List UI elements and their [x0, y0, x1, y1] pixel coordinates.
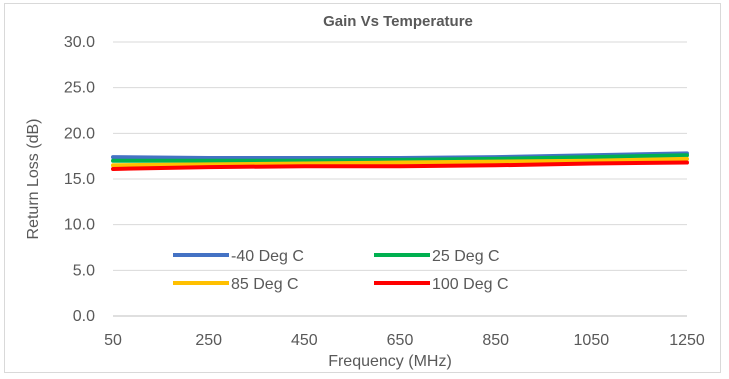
y-tick-label: 0.0: [73, 308, 95, 325]
legend-label: 100 Deg C: [432, 276, 509, 293]
chart-area: 0.0 5.0 10.0 15.0 20.0 25.0 30.0 50 250 450 650 85…: [4, 3, 721, 373]
y-tick-labels: 0.0 5.0 10.0 15.0 20.0 25.0 30.0: [64, 34, 95, 325]
y-tick-label: 20.0: [64, 125, 95, 142]
y-tick-label: 15.0: [64, 171, 95, 188]
y-axis-title: Return Loss (dB): [25, 119, 42, 240]
x-tick-label: 450: [291, 332, 318, 349]
x-tick-labels: 50 250 450 650 850 1050 1250: [104, 332, 705, 349]
chart-title: Gain Vs Temperature: [323, 13, 473, 30]
y-tick-label: 30.0: [64, 34, 95, 51]
chart-svg: 0.0 5.0 10.0 15.0 20.0 25.0 30.0 50 250 450 650 85…: [5, 4, 722, 374]
legend-label: 25 Deg C: [432, 248, 500, 265]
x-tick-label: 1050: [574, 332, 610, 349]
y-tick-label: 10.0: [64, 217, 95, 234]
series-lines: [113, 153, 687, 169]
grid-lines: [113, 42, 687, 316]
x-tick-label: 50: [104, 332, 122, 349]
y-tick-label: 25.0: [64, 80, 95, 97]
x-tick-label: 1250: [669, 332, 705, 349]
legend-label: -40 Deg C: [231, 248, 304, 265]
x-tick-label: 250: [195, 332, 222, 349]
legend-label: 85 Deg C: [231, 276, 299, 293]
x-tick-label: 650: [387, 332, 414, 349]
x-tick-label: 850: [482, 332, 509, 349]
x-axis-title: Frequency (MHz): [328, 353, 452, 370]
y-tick-label: 5.0: [73, 262, 95, 279]
